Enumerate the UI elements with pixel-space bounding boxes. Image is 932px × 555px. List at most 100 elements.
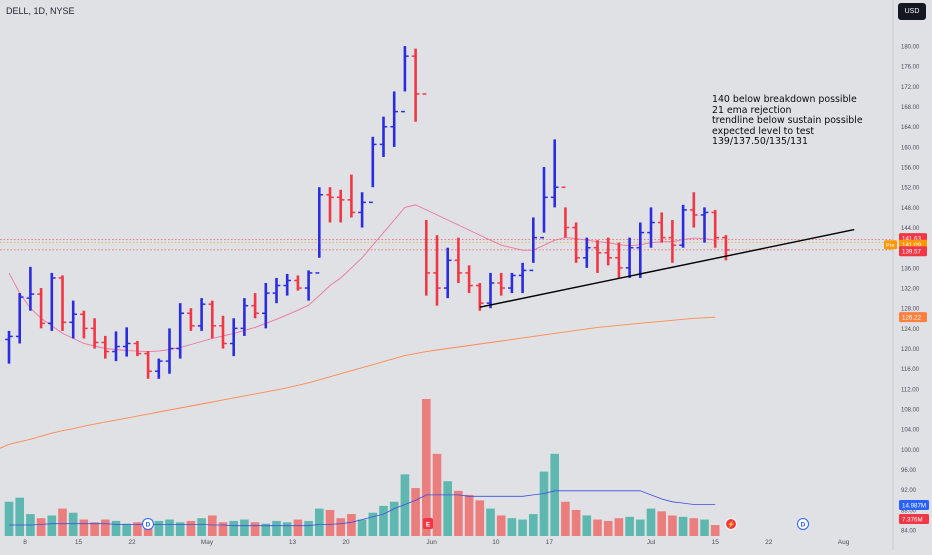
ohlc-bar bbox=[122, 327, 131, 357]
pre-label: Pre bbox=[884, 240, 897, 250]
dividend-icon[interactable]: D bbox=[797, 518, 809, 530]
y-tick-label: 112.00 bbox=[901, 387, 920, 393]
annotation-line: trendline below sustain possible bbox=[712, 115, 863, 127]
ohlc-bar bbox=[369, 136, 377, 204]
y-tick-label: 148.00 bbox=[901, 206, 920, 212]
volume-bar bbox=[368, 512, 378, 536]
volume-histogram bbox=[4, 399, 720, 536]
volume-bar bbox=[496, 515, 506, 536]
y-tick-label: 116.00 bbox=[901, 367, 920, 373]
volume-bar bbox=[47, 515, 57, 536]
ohlc-bar bbox=[219, 315, 227, 349]
volume-bar bbox=[4, 501, 14, 536]
volume-bar bbox=[625, 516, 634, 536]
ohlc-bar bbox=[529, 217, 538, 272]
ohlc-bar bbox=[647, 207, 655, 248]
volume-bar bbox=[36, 518, 46, 536]
x-tick-label: 22 bbox=[765, 539, 773, 546]
volume-ma-line bbox=[9, 490, 716, 527]
x-tick-label: 13 bbox=[289, 539, 297, 546]
split-icon[interactable]: ⚡ bbox=[725, 518, 737, 530]
y-tick-label: 168.00 bbox=[901, 105, 920, 111]
x-tick-label: May bbox=[201, 539, 214, 546]
volume-bar bbox=[550, 453, 559, 536]
ohlc-bar bbox=[208, 300, 217, 339]
volume-bar bbox=[58, 508, 67, 536]
y-tick-label: 128.00 bbox=[901, 307, 920, 313]
svg-text:E: E bbox=[426, 522, 431, 529]
volume-bar bbox=[79, 519, 89, 536]
ohlc-bar bbox=[144, 351, 152, 379]
volume-bar bbox=[154, 520, 164, 536]
ohlc-bar bbox=[133, 340, 142, 357]
ohlc-bars bbox=[5, 46, 730, 379]
volume-bar bbox=[389, 501, 399, 536]
y-tick-label: 96.00 bbox=[901, 468, 917, 474]
svg-text:⚡: ⚡ bbox=[727, 521, 735, 529]
ohlc-bar bbox=[636, 222, 645, 278]
x-tick-label: 17 bbox=[546, 539, 554, 546]
ohlc-bar bbox=[15, 293, 24, 344]
x-tick-label: Jun bbox=[426, 539, 437, 546]
volume-bar bbox=[293, 519, 303, 536]
ohlc-bar bbox=[69, 300, 77, 339]
currency-button[interactable]: USD bbox=[898, 3, 926, 20]
earnings-icon[interactable]: E bbox=[423, 518, 433, 529]
volume-bar bbox=[454, 490, 463, 536]
volume-bar bbox=[668, 515, 677, 536]
ohlc-bar bbox=[593, 240, 602, 273]
dividend-icon[interactable]: D bbox=[142, 518, 154, 530]
x-tick-label: Aug bbox=[838, 539, 850, 546]
y-tick-label: 104.00 bbox=[901, 428, 920, 434]
svg-text:Pre: Pre bbox=[886, 243, 895, 249]
ohlc-bar bbox=[251, 293, 259, 319]
ohlc-bar bbox=[5, 330, 13, 364]
ohlc-bar bbox=[187, 308, 195, 331]
x-tick-label: 15 bbox=[75, 539, 83, 546]
ohlc-bar bbox=[572, 222, 580, 263]
ohlc-bar bbox=[326, 187, 334, 223]
ohlc-bar bbox=[518, 262, 527, 294]
ohlc-bar bbox=[454, 237, 463, 283]
ohlc-bar bbox=[315, 187, 324, 274]
grid bbox=[0, 0, 894, 550]
volume-bar bbox=[582, 515, 592, 536]
volume-bar bbox=[464, 494, 474, 536]
ohlc-bar bbox=[615, 242, 623, 278]
volume-bar bbox=[325, 509, 335, 536]
volume-bar bbox=[486, 508, 495, 536]
ohlc-bar bbox=[583, 237, 591, 268]
volume-bar bbox=[357, 519, 367, 536]
volume-bar bbox=[443, 481, 452, 536]
ohlc-bar bbox=[625, 237, 634, 278]
volume-bar bbox=[101, 519, 110, 536]
volume-bar bbox=[304, 520, 313, 536]
drawings bbox=[479, 228, 855, 308]
annotation-line: 140 below breakdown possible bbox=[712, 94, 857, 105]
volume-bar bbox=[518, 519, 527, 536]
last-price-tag: 139.57 bbox=[899, 246, 927, 257]
y-tick-label: 152.00 bbox=[901, 186, 920, 192]
ohlc-bar bbox=[508, 272, 516, 294]
volume-bar bbox=[208, 515, 217, 536]
ohlc-bar bbox=[80, 310, 88, 339]
svg-text:141.63: 141.63 bbox=[902, 236, 921, 243]
ma200-tag: 126.22 bbox=[899, 312, 927, 323]
y-tick-label: 124.00 bbox=[901, 327, 920, 333]
ohlc-bar bbox=[176, 303, 184, 359]
x-tick-label: Jul bbox=[647, 539, 656, 546]
ohlc-bar bbox=[101, 335, 110, 359]
volume-bar bbox=[122, 523, 131, 536]
y-tick-label: 132.00 bbox=[901, 287, 920, 293]
text-annotation[interactable]: 140 below breakdown possible 21 ema reje… bbox=[712, 94, 863, 148]
ohlc-bar bbox=[465, 265, 473, 294]
price-axis: 180.00 176.00 172.00 168.00 164.00 160.00 156.… bbox=[901, 45, 920, 535]
trendline bbox=[479, 228, 855, 308]
volume-bar bbox=[229, 520, 238, 536]
svg-text:7.376M: 7.376M bbox=[902, 517, 923, 524]
volume-bar bbox=[561, 501, 570, 536]
volume-bar bbox=[379, 505, 388, 536]
ohlc-bar bbox=[690, 192, 698, 228]
